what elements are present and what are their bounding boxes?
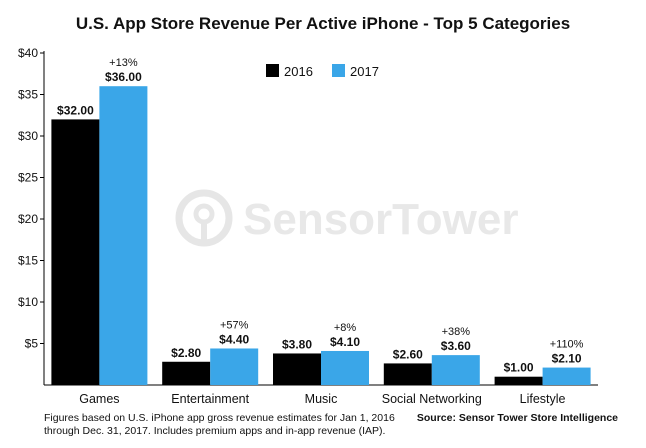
- footnote: Figures based on U.S. iPhone app gross r…: [44, 412, 395, 437]
- legend-label-2016: 2016: [284, 64, 313, 79]
- bar-2016: [383, 363, 432, 385]
- legend-swatch-2017: [332, 64, 345, 77]
- source-note: Source: Sensor Tower Store Intelligence: [416, 412, 618, 424]
- growth-label: +8%: [334, 322, 357, 334]
- bar-2016: [51, 119, 100, 386]
- data-label-2017: $36.00: [105, 70, 142, 84]
- growth-label: +13%: [109, 57, 138, 69]
- data-label-2016: $3.80: [282, 337, 312, 351]
- bar-2017: [321, 350, 369, 385]
- x-tick-label: Social Networking: [382, 392, 482, 406]
- y-tick-label: $20: [18, 212, 38, 226]
- bar-2016: [273, 353, 321, 385]
- bar-2017: [99, 86, 148, 385]
- legend-label-2017: 2017: [350, 64, 379, 79]
- legend: 2016 2017: [266, 64, 379, 79]
- growth-label: +57%: [220, 319, 249, 331]
- watermark: SensorTower: [175, 189, 518, 247]
- data-label-2016: $2.60: [393, 347, 423, 361]
- x-tick-label: Music: [305, 392, 338, 406]
- chart-title: U.S. App Store Revenue Per Active iPhone…: [75, 14, 571, 33]
- data-label-2016: $2.80: [171, 346, 201, 360]
- y-tick-label: $15: [18, 254, 38, 268]
- y-tick-label: $10: [18, 295, 38, 309]
- x-tick-label: Lifestyle: [520, 392, 566, 406]
- bar-2017: [542, 367, 591, 385]
- y-tick-label: $30: [18, 129, 38, 143]
- x-tick-label: Games: [79, 392, 119, 406]
- bar-2016: [162, 361, 211, 385]
- data-label-2016: $32.00: [57, 103, 94, 117]
- bar-2017: [431, 355, 480, 385]
- y-tick-label: $25: [18, 171, 38, 185]
- data-label-2017: $2.10: [552, 352, 582, 366]
- growth-label: +38%: [442, 326, 471, 338]
- bars: $32.00 $36.00+13% Games $2.80 $4.40+57% Enter…: [51, 57, 591, 406]
- legend-swatch-2016: [266, 64, 279, 77]
- bar-2016: [494, 376, 543, 385]
- watermark-text: SensorTower: [243, 195, 518, 244]
- data-label-2016: $1.00: [504, 361, 534, 375]
- y-tick-label: $40: [18, 46, 38, 60]
- x-tick-label: Entertainment: [171, 392, 249, 406]
- data-label-2017: $3.60: [441, 339, 471, 353]
- y-tick-label: $35: [18, 88, 38, 102]
- y-tick-label: $5: [25, 337, 39, 351]
- bar-2017: [210, 348, 259, 385]
- data-label-2017: $4.10: [330, 335, 360, 349]
- watermark-logo-dot: [193, 203, 215, 225]
- data-label-2017: $4.40: [219, 332, 249, 346]
- growth-label: +110%: [550, 339, 584, 351]
